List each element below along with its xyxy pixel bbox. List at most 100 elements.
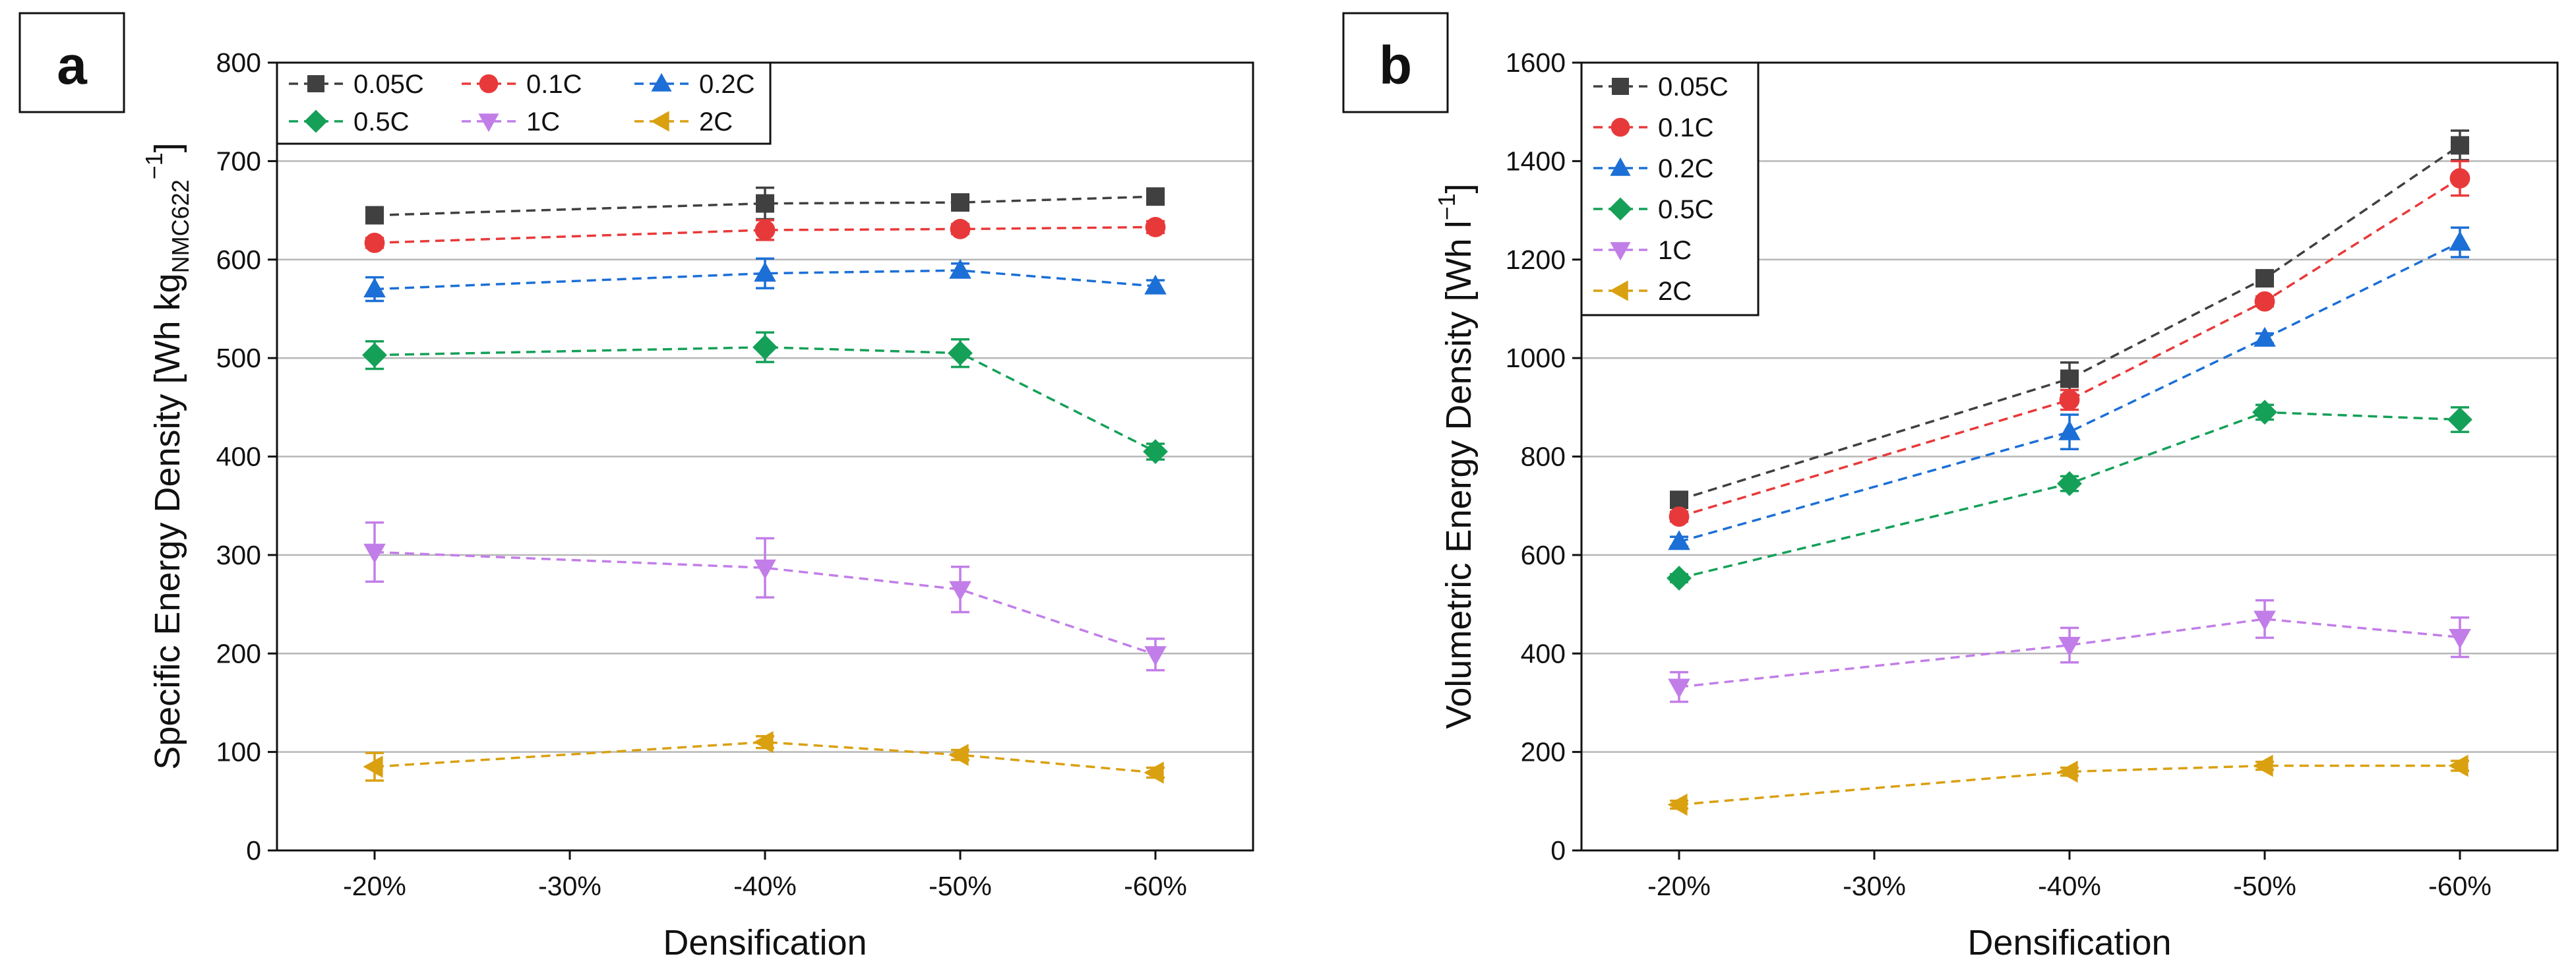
legend-marker xyxy=(478,113,499,133)
data-point xyxy=(2449,168,2470,189)
series-2C xyxy=(1667,754,2469,816)
y-tick-label: 400 xyxy=(1521,638,1566,668)
y-axis-title-b-main: Volumetric Energy Density [Wh l xyxy=(1439,220,1479,728)
panel-b-badge xyxy=(1342,12,1449,113)
series-line xyxy=(1678,764,2460,806)
data-point xyxy=(1667,566,1692,591)
data-point xyxy=(2058,420,2081,440)
y-axis-title-a-main: Specific Energy Density [Wh kg xyxy=(148,273,187,769)
legend-marker xyxy=(1610,242,1631,261)
legend-marker xyxy=(1612,78,1629,95)
series-line xyxy=(1678,618,2461,688)
series-line xyxy=(374,740,1156,774)
data-point xyxy=(1143,439,1168,464)
y-tick-label: 1600 xyxy=(1506,47,1566,78)
x-tick-label: -50% xyxy=(929,871,992,901)
legend-marker xyxy=(1610,157,1631,176)
legend-marker xyxy=(651,73,672,92)
series-line xyxy=(1678,411,2461,579)
data-point xyxy=(752,334,778,360)
data-point xyxy=(363,543,386,564)
series-line xyxy=(1678,177,2461,518)
series-0.1C xyxy=(1669,160,2470,527)
panel-a-badge xyxy=(18,12,125,113)
series-0.5C xyxy=(1667,400,2472,591)
y-axis-title-b: Volumetric Energy Density [Wh l−1] xyxy=(1433,183,1479,728)
y-tick-label: 600 xyxy=(1521,540,1566,570)
legend-marker xyxy=(304,109,328,133)
data-point xyxy=(1145,217,1166,237)
data-point xyxy=(753,730,774,754)
data-point xyxy=(756,194,774,213)
y-axis-title-a-sub: NMC622 xyxy=(167,179,194,273)
x-tick-label: -40% xyxy=(2038,871,2101,901)
legend-marker xyxy=(479,74,499,94)
data-point xyxy=(362,342,387,368)
x-tick-label: -20% xyxy=(343,871,406,901)
series-line xyxy=(1678,241,2461,543)
series-0.2C xyxy=(363,257,1167,303)
data-point xyxy=(363,278,386,298)
data-point xyxy=(2253,754,2273,777)
data-point xyxy=(2447,407,2472,432)
legend-label: 0.1C xyxy=(1658,113,1714,142)
y-tick-label: 400 xyxy=(216,442,261,472)
series-line xyxy=(1678,144,2461,501)
series-line xyxy=(374,269,1156,291)
series-0.2C xyxy=(1668,226,2471,550)
data-point xyxy=(1144,646,1167,667)
data-point xyxy=(1144,761,1164,784)
data-point xyxy=(1668,530,1690,550)
x-axis-title-b: Densification xyxy=(1967,923,2171,963)
y-tick-label: 1400 xyxy=(1506,146,1566,176)
series-2C xyxy=(363,730,1165,784)
data-point xyxy=(951,193,969,212)
x-tick-label: -60% xyxy=(2428,871,2492,901)
series-0.05C xyxy=(365,186,1165,225)
data-point xyxy=(2254,291,2275,312)
panel-a: a 0 100 200 300 400 500 600 700 800 -20% -30% -40% -… xyxy=(18,12,1254,963)
x-tick-label: -60% xyxy=(1124,871,1187,901)
data-point xyxy=(2058,760,2078,783)
data-point xyxy=(754,220,776,241)
data-point xyxy=(1667,793,1688,816)
legend-marker xyxy=(650,111,669,132)
series-0.1C xyxy=(364,217,1166,253)
series-line xyxy=(374,195,1156,217)
legend-label: 2C xyxy=(1658,277,1692,306)
data-point xyxy=(2254,610,2276,631)
data-point xyxy=(2060,369,2079,388)
y-axis-title-a: Specific Energy Density [Wh kgNMC622−1] xyxy=(140,142,194,769)
x-tick-label: -50% xyxy=(2233,871,2296,901)
x-tick-label: -40% xyxy=(733,871,797,901)
y-tick-label: 200 xyxy=(1521,737,1566,767)
data-point xyxy=(2448,754,2469,777)
data-point xyxy=(754,262,776,282)
panel-a-letter: a xyxy=(57,36,88,96)
data-point xyxy=(754,559,776,579)
y-tick-label: 100 xyxy=(216,737,261,767)
data-point xyxy=(2451,136,2469,155)
data-point xyxy=(949,581,971,601)
data-point xyxy=(949,258,971,279)
data-point xyxy=(2449,629,2471,649)
data-point xyxy=(1669,506,1690,527)
y-tick-label: 300 xyxy=(216,540,261,570)
y-tick-label: 1200 xyxy=(1506,245,1566,275)
y-axis-title-a-close: ] xyxy=(148,142,187,152)
data-point xyxy=(948,744,969,766)
data-point xyxy=(2059,390,2080,411)
legend-label: 0.05C xyxy=(1658,73,1729,102)
legend-label: 0.2C xyxy=(699,70,755,99)
y-tick-label: 0 xyxy=(1550,835,1566,866)
series-line xyxy=(374,345,1156,453)
panel-b-letter: b xyxy=(1379,36,1412,96)
data-point xyxy=(1668,678,1690,699)
data-point xyxy=(1146,187,1165,206)
x-axis-title-a: Densification xyxy=(663,923,867,963)
data-point xyxy=(2255,269,2274,288)
y-tick-label: 200 xyxy=(216,638,261,668)
data-point xyxy=(363,756,383,778)
y-tick-label: 800 xyxy=(1521,442,1566,472)
